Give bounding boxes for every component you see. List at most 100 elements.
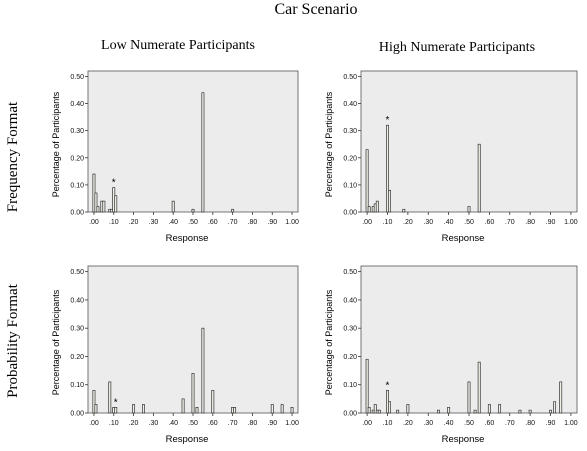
- y-tick-label: 0.00: [70, 210, 84, 217]
- y-axis-label: Percentage of Participants: [51, 289, 61, 395]
- bar: [518, 409, 522, 414]
- bar: [171, 200, 175, 213]
- bar: [96, 206, 100, 213]
- bar: [549, 409, 552, 414]
- x-tick-label: .70: [228, 219, 238, 226]
- y-tick-label: 0.40: [70, 101, 84, 108]
- x-tick-label: .20: [129, 420, 139, 427]
- x-tick-label: .10: [109, 219, 119, 226]
- bar: [375, 200, 379, 213]
- bar: [92, 390, 96, 414]
- x-tick-label: .00: [89, 219, 99, 226]
- x-tick-label: .90: [267, 219, 277, 226]
- y-tick-label: 0.10: [70, 182, 84, 189]
- x-tick-label: .40: [168, 420, 178, 427]
- x-axis-label: Response: [166, 434, 209, 445]
- bar: [487, 404, 491, 414]
- bar: [477, 361, 481, 414]
- y-tick-label: 0.50: [70, 269, 84, 276]
- x-tick-label: .90: [546, 420, 556, 427]
- x-tick-label: .40: [444, 219, 454, 226]
- y-tick-label: 0.10: [343, 382, 357, 389]
- bar: [367, 407, 371, 414]
- bar: [108, 381, 112, 414]
- bar: [94, 192, 98, 213]
- chart-panel: 0.00 0.10 0.20 0.30 0.40 0.50 .00 .10 .20 .30 .40.…: [324, 70, 578, 244]
- x-tick-label: .80: [525, 420, 535, 427]
- significance-marker: *: [114, 397, 118, 408]
- bar: [114, 407, 118, 414]
- bar: [233, 407, 237, 414]
- bar: [367, 206, 371, 213]
- x-tick-label: .30: [149, 219, 159, 226]
- y-tick-label: 0.10: [70, 382, 84, 389]
- y-tick-label: 0.50: [70, 74, 84, 81]
- bar: [473, 409, 477, 414]
- x-tick-label: 1.00: [285, 219, 299, 226]
- bar: [270, 404, 274, 414]
- bar: [436, 409, 440, 414]
- x-tick-label: .30: [423, 420, 433, 427]
- x-tick-label: .10: [383, 420, 393, 427]
- x-tick-label: .60: [208, 420, 218, 427]
- bar: [201, 92, 205, 213]
- x-tick-label: 1.00: [564, 219, 578, 226]
- chart-panel: 0.00 0.10 0.20 0.30 0.40 0.50 .00 .10 .20 .30 .40.…: [324, 265, 578, 445]
- bar: [447, 407, 451, 414]
- bar: [191, 373, 195, 414]
- bar: [231, 208, 235, 213]
- figure-title: Car Scenario: [274, 1, 357, 18]
- x-axis-label: Response: [166, 233, 209, 244]
- x-axis-label: Response: [442, 434, 485, 445]
- bar: [402, 208, 406, 213]
- bar: [365, 149, 369, 213]
- x-tick-label: .70: [505, 219, 515, 226]
- bar: [142, 404, 145, 414]
- bar: [365, 358, 369, 414]
- bar: [388, 189, 391, 213]
- x-tick-label: .50: [188, 219, 198, 226]
- x-tick-label: .90: [267, 420, 277, 427]
- bar: [406, 404, 410, 414]
- bar: [396, 409, 400, 414]
- bar: [553, 401, 557, 414]
- x-tick-label: .60: [208, 219, 218, 226]
- x-tick-label: .50: [188, 420, 198, 427]
- y-tick-label: 0.30: [343, 128, 357, 135]
- y-tick-label: 0.40: [70, 297, 84, 304]
- x-tick-label: .40: [444, 420, 454, 427]
- bar: [195, 407, 199, 414]
- x-tick-label: .80: [525, 219, 535, 226]
- column-header-high: High Numerate Participants: [379, 40, 535, 55]
- bar: [467, 381, 471, 414]
- bar: [388, 401, 391, 414]
- chart-panel: 0.00 0.10 0.20 0.30 0.40 0.50 .00 .10 .20 .30 .40.…: [51, 265, 299, 445]
- y-tick-label: 0.20: [70, 354, 84, 361]
- x-tick-label: .80: [248, 420, 258, 427]
- plot-area: [360, 70, 578, 213]
- x-tick-label: .30: [423, 219, 433, 226]
- bar: [211, 390, 215, 414]
- bar: [467, 206, 471, 213]
- x-tick-label: .00: [362, 420, 372, 427]
- x-tick-label: .60: [485, 420, 495, 427]
- column-header-low: Low Numerate Participants: [101, 38, 255, 53]
- x-tick-label: .70: [228, 420, 238, 427]
- y-tick-label: 0.20: [70, 155, 84, 162]
- plot-area: [87, 70, 299, 213]
- significance-marker: *: [386, 115, 390, 126]
- x-tick-label: .20: [403, 420, 413, 427]
- bar: [114, 195, 118, 213]
- x-tick-label: .80: [248, 219, 258, 226]
- y-axis-label: Percentage of Participants: [324, 91, 334, 197]
- x-tick-label: .10: [109, 420, 119, 427]
- row-header-probability: Probability Format: [5, 283, 21, 398]
- x-tick-label: 1.00: [564, 420, 578, 427]
- x-tick-label: .00: [362, 219, 372, 226]
- x-tick-label: .20: [403, 219, 413, 226]
- y-axis-label: Percentage of Participants: [51, 91, 61, 197]
- x-tick-label: .60: [485, 219, 495, 226]
- y-tick-label: 0.20: [343, 354, 357, 361]
- bar: [94, 404, 98, 414]
- y-tick-label: 0.20: [343, 155, 357, 162]
